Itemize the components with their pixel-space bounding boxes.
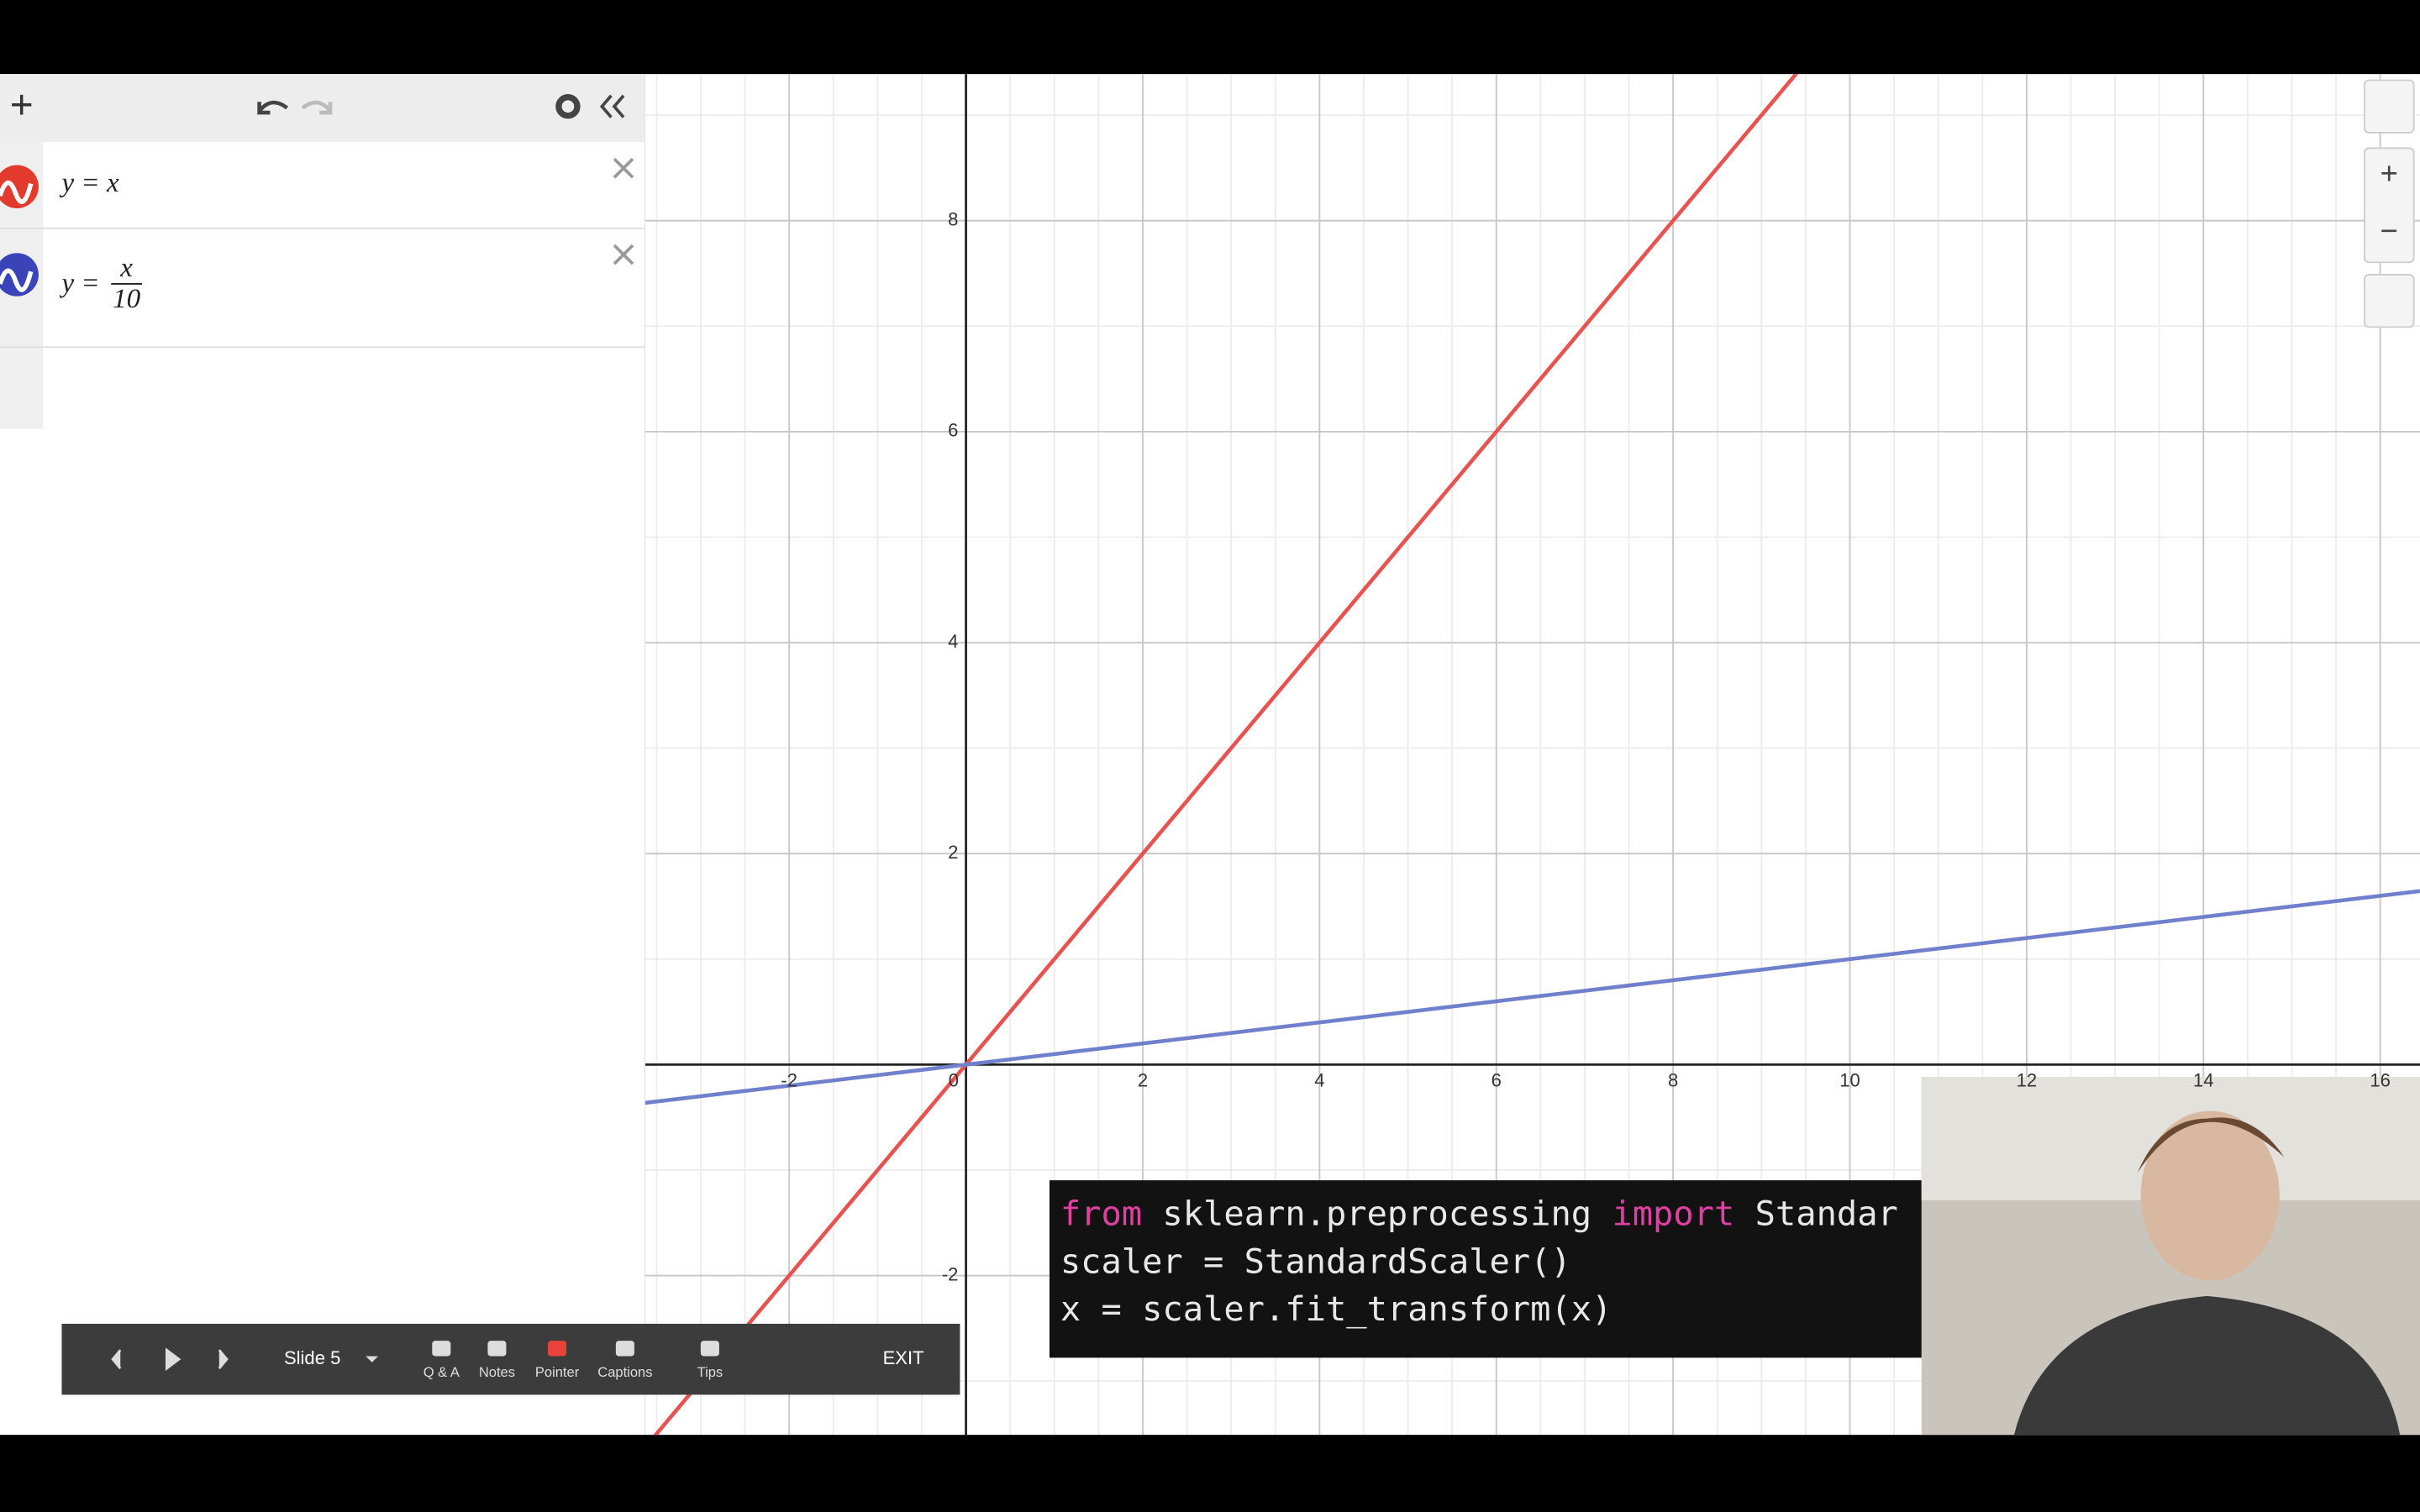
panel-header (0, 74, 645, 142)
curve-icon-wave (0, 268, 34, 292)
toolbar-icon[interactable] (487, 1341, 507, 1357)
settings[interactable] (555, 94, 581, 119)
expression[interactable]: y = (59, 268, 99, 298)
curve (653, 74, 1799, 1436)
y-tick-label: 6 (948, 420, 958, 441)
curve-icon[interactable] (0, 253, 39, 297)
code: from sklearn.preprocessing import Standa… (1060, 1193, 1898, 1329)
nav-buttons[interactable] (111, 1347, 229, 1371)
code-line: from sklearn.preprocessing import Standa… (1060, 1193, 1898, 1233)
zoom-out[interactable]: − (2381, 213, 2398, 248)
y-tick-label: 8 (948, 209, 958, 230)
curve-icon[interactable] (0, 165, 39, 208)
toolbar-icon[interactable] (700, 1341, 719, 1357)
zoom-in[interactable]: + (2381, 156, 2398, 191)
dropdown-arrow (366, 1356, 378, 1362)
code-token: sklearn.preprocessing (1142, 1193, 1612, 1233)
x-tick-label: 12 (2017, 1069, 2038, 1090)
toolbar-button[interactable]: Q & A (424, 1364, 460, 1380)
curve (644, 889, 2420, 1105)
toolbar-button[interactable]: Pointer (535, 1364, 580, 1380)
delete-buttons[interactable] (613, 157, 634, 265)
x-tick-label: 8 (1668, 1069, 1678, 1090)
x-tick-label: 14 (2193, 1069, 2214, 1090)
x-tick-label: 6 (1491, 1069, 1502, 1090)
presenter-toolbar (61, 1323, 960, 1395)
x-tick-label: 2 (1138, 1069, 1148, 1090)
code-token: import (1612, 1193, 1734, 1233)
webcam-hair (2137, 1117, 2285, 1173)
code-line: x = scaler.fit_transform(x) (1060, 1289, 1612, 1329)
redo[interactable] (301, 100, 333, 115)
code-token: scaler = StandardScaler() (1060, 1241, 1571, 1281)
toolbar-buttons: Q & A Notes Pointer Captions Tips (424, 1341, 723, 1380)
toolbar-icon[interactable] (615, 1341, 634, 1357)
zoom-buttons[interactable] (2363, 147, 2415, 264)
exit-button[interactable]: EXIT (883, 1347, 924, 1368)
slide-select[interactable]: Slide 5 (284, 1347, 340, 1368)
expression-panel (0, 74, 645, 1436)
x-tick-label: -2 (781, 1069, 797, 1090)
webcam-face (2140, 1110, 2280, 1281)
code-token: Standar (1734, 1193, 1898, 1233)
toolbar-button[interactable]: Captions (597, 1364, 652, 1380)
toolbar-icon[interactable] (548, 1341, 567, 1357)
expression[interactable]: y = x (59, 168, 118, 198)
toolbar-icon[interactable] (432, 1341, 451, 1357)
denominator: 10 (113, 284, 141, 314)
y-tick-label: -2 (942, 1263, 959, 1284)
y-tick-label: 4 (948, 631, 958, 652)
code-line: scaler = StandardScaler() (1060, 1241, 1571, 1281)
x-tick-label: 0 (949, 1069, 959, 1090)
code-block (1049, 1180, 1923, 1358)
x-tick-label: 10 (1839, 1069, 1860, 1090)
add-button[interactable]: + (10, 83, 34, 128)
undo[interactable] (257, 100, 289, 115)
home-button[interactable] (2363, 274, 2415, 328)
collapse[interactable] (599, 94, 625, 118)
y-tick-label: 2 (948, 842, 958, 863)
code-token: x = scaler.fit_transform(x) (1060, 1289, 1612, 1329)
x-tick-label: 16 (2370, 1069, 2391, 1090)
wrench-button[interactable] (2363, 79, 2415, 134)
curve-icon-wave (0, 180, 34, 204)
toolbar-button[interactable]: Notes (479, 1364, 515, 1380)
code-token: from (1060, 1193, 1142, 1233)
toolbar-button[interactable]: Tips (697, 1364, 723, 1380)
numerator: x (119, 253, 133, 283)
webcam-shirt (2013, 1295, 2401, 1436)
x-tick-label: 4 (1314, 1069, 1324, 1090)
